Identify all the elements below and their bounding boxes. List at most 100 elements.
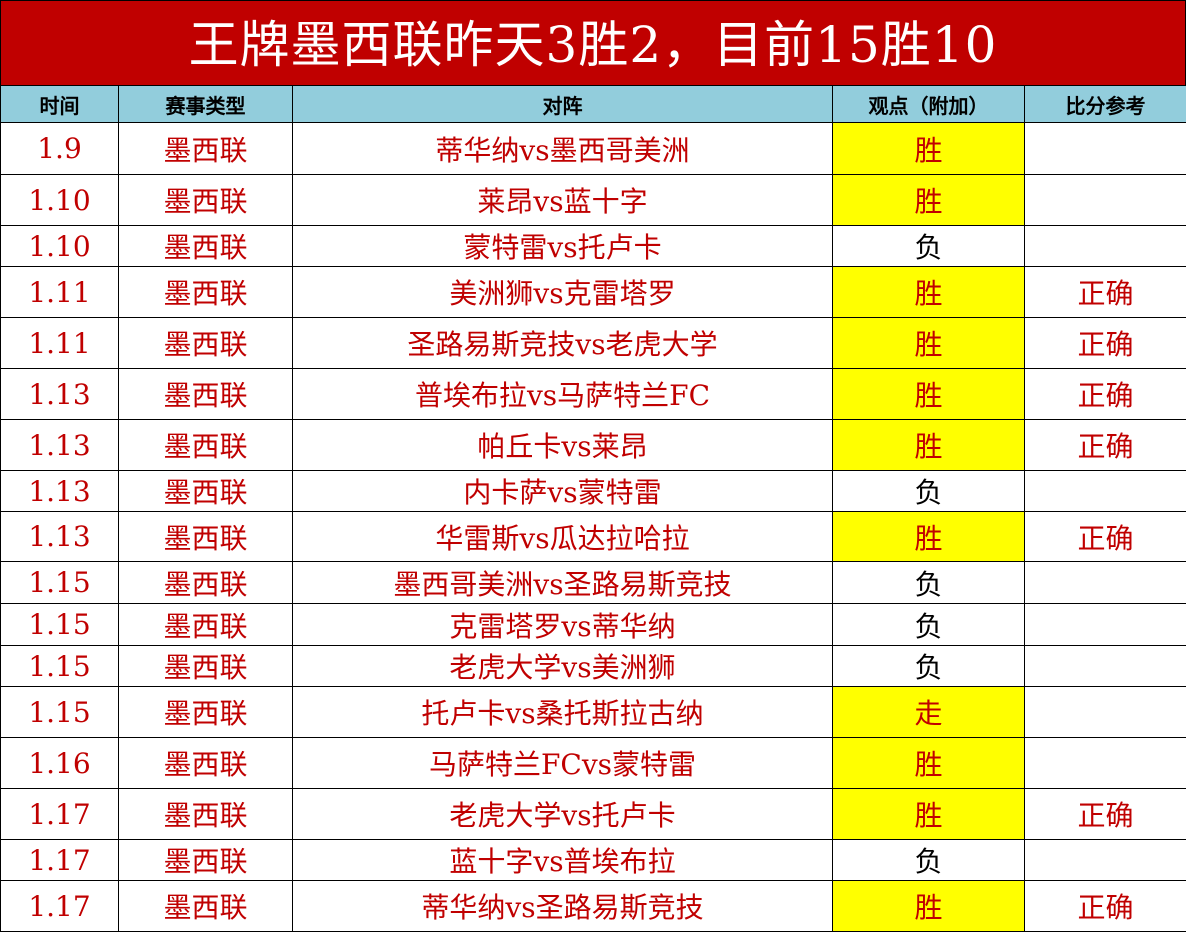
league-cell: 墨西联 bbox=[119, 789, 293, 840]
match-cell: 蓝十字vs普埃布拉 bbox=[293, 840, 833, 881]
date-cell: 1.11 bbox=[1, 267, 119, 318]
match-cell: 老虎大学vs美洲狮 bbox=[293, 646, 833, 687]
match-cell: 华雷斯vs瓜达拉哈拉 bbox=[293, 512, 833, 562]
score-ref-cell bbox=[1025, 840, 1186, 881]
score-ref-cell bbox=[1025, 646, 1186, 687]
pick-cell: 胜 bbox=[833, 123, 1025, 175]
pick-cell: 胜 bbox=[833, 881, 1025, 932]
pick-cell: 胜 bbox=[833, 318, 1025, 369]
pick-cell: 负 bbox=[833, 604, 1025, 646]
match-cell: 克雷塔罗vs蒂华纳 bbox=[293, 604, 833, 646]
league-cell: 墨西联 bbox=[119, 512, 293, 562]
pick-cell: 胜 bbox=[833, 738, 1025, 789]
league-cell: 墨西联 bbox=[119, 369, 293, 420]
score-ref-cell: 正确 bbox=[1025, 369, 1186, 420]
pick-cell: 负 bbox=[833, 226, 1025, 267]
date-cell: 1.13 bbox=[1, 369, 119, 420]
match-cell: 蒂华纳vs圣路易斯竞技 bbox=[293, 881, 833, 932]
match-cell: 老虎大学vs托卢卡 bbox=[293, 789, 833, 840]
score-ref-cell bbox=[1025, 175, 1186, 226]
league-cell: 墨西联 bbox=[119, 840, 293, 881]
match-cell: 马萨特兰FCvs蒙特雷 bbox=[293, 738, 833, 789]
match-cell: 美洲狮vs克雷塔罗 bbox=[293, 267, 833, 318]
score-ref-cell: 正确 bbox=[1025, 267, 1186, 318]
score-ref-cell bbox=[1025, 738, 1186, 789]
score-ref-cell bbox=[1025, 687, 1186, 738]
pick-cell: 胜 bbox=[833, 267, 1025, 318]
score-ref-cell bbox=[1025, 471, 1186, 512]
date-cell: 1.13 bbox=[1, 420, 119, 471]
date-cell: 1.13 bbox=[1, 512, 119, 562]
pick-cell: 负 bbox=[833, 471, 1025, 512]
header-match: 对阵 bbox=[293, 86, 833, 123]
league-cell: 墨西联 bbox=[119, 687, 293, 738]
league-cell: 墨西联 bbox=[119, 420, 293, 471]
date-cell: 1.15 bbox=[1, 604, 119, 646]
date-cell: 1.13 bbox=[1, 471, 119, 512]
header-row: 时间 赛事类型 对阵 观点（附加） 比分参考 bbox=[1, 86, 1186, 123]
pick-cell: 胜 bbox=[833, 175, 1025, 226]
pick-cell: 走 bbox=[833, 687, 1025, 738]
header-score-ref: 比分参考 bbox=[1025, 86, 1186, 123]
match-cell: 普埃布拉vs马萨特兰FC bbox=[293, 369, 833, 420]
league-cell: 墨西联 bbox=[119, 175, 293, 226]
score-ref-cell bbox=[1025, 604, 1186, 646]
match-cell: 墨西哥美洲vs圣路易斯竞技 bbox=[293, 562, 833, 604]
match-cell: 莱昂vs蓝十字 bbox=[293, 175, 833, 226]
date-cell: 1.15 bbox=[1, 562, 119, 604]
date-cell: 1.9 bbox=[1, 123, 119, 175]
score-ref-cell bbox=[1025, 562, 1186, 604]
league-cell: 墨西联 bbox=[119, 562, 293, 604]
pick-cell: 胜 bbox=[833, 512, 1025, 562]
match-cell: 蒂华纳vs墨西哥美洲 bbox=[293, 123, 833, 175]
score-ref-cell: 正确 bbox=[1025, 318, 1186, 369]
date-cell: 1.15 bbox=[1, 687, 119, 738]
date-cell: 1.15 bbox=[1, 646, 119, 687]
score-ref-cell bbox=[1025, 226, 1186, 267]
match-cell: 内卡萨vs蒙特雷 bbox=[293, 471, 833, 512]
header-time: 时间 bbox=[1, 86, 119, 123]
pick-cell: 负 bbox=[833, 646, 1025, 687]
league-cell: 墨西联 bbox=[119, 738, 293, 789]
match-cell: 圣路易斯竞技vs老虎大学 bbox=[293, 318, 833, 369]
date-cell: 1.17 bbox=[1, 840, 119, 881]
pick-cell: 胜 bbox=[833, 789, 1025, 840]
match-cell: 蒙特雷vs托卢卡 bbox=[293, 226, 833, 267]
date-cell: 1.17 bbox=[1, 789, 119, 840]
date-cell: 1.11 bbox=[1, 318, 119, 369]
league-cell: 墨西联 bbox=[119, 123, 293, 175]
league-cell: 墨西联 bbox=[119, 646, 293, 687]
score-ref-cell: 正确 bbox=[1025, 789, 1186, 840]
league-cell: 墨西联 bbox=[119, 267, 293, 318]
date-cell: 1.10 bbox=[1, 226, 119, 267]
header-league: 赛事类型 bbox=[119, 86, 293, 123]
date-cell: 1.10 bbox=[1, 175, 119, 226]
score-ref-cell: 正确 bbox=[1025, 420, 1186, 471]
pick-cell: 胜 bbox=[833, 420, 1025, 471]
date-cell: 1.16 bbox=[1, 738, 119, 789]
score-ref-cell: 正确 bbox=[1025, 512, 1186, 562]
pick-cell: 负 bbox=[833, 840, 1025, 881]
league-cell: 墨西联 bbox=[119, 226, 293, 267]
match-cell: 帕丘卡vs莱昂 bbox=[293, 420, 833, 471]
match-cell: 托卢卡vs桑托斯拉古纳 bbox=[293, 687, 833, 738]
header-pick: 观点（附加） bbox=[833, 86, 1025, 123]
